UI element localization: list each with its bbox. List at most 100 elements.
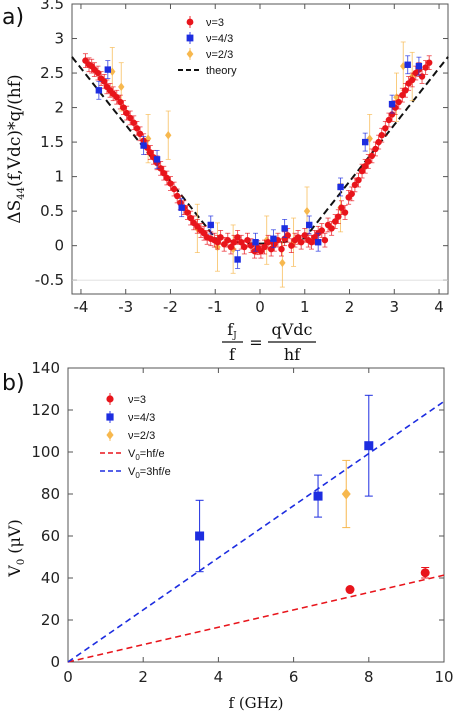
chart-b-point bbox=[195, 531, 205, 541]
chart-a-point bbox=[382, 125, 389, 132]
chart-a-point bbox=[284, 232, 291, 239]
chart-a-point bbox=[365, 158, 372, 165]
chart-a-point bbox=[194, 223, 201, 230]
chart-a-point bbox=[184, 209, 191, 216]
chart-a-point bbox=[306, 221, 313, 229]
chart-a-xtick: -2 bbox=[163, 298, 178, 316]
chart-a-point bbox=[348, 190, 355, 198]
chart-a-point bbox=[170, 185, 178, 193]
panel-label-a: a) bbox=[2, 5, 24, 30]
legend-b-label: ν=2/3 bbox=[128, 430, 155, 442]
chart-b-ytick: 140 bbox=[31, 359, 60, 377]
chart-a-xtick: 3 bbox=[390, 298, 400, 316]
chart-a-point bbox=[163, 174, 171, 182]
chart-b-xtick: 2 bbox=[138, 668, 148, 686]
legend-a-label: ν=4/3 bbox=[206, 33, 233, 45]
chart-a-point bbox=[220, 241, 228, 248]
legend-b-label: ν=4/3 bbox=[128, 412, 155, 424]
chart-a-point bbox=[207, 221, 214, 229]
chart-a-ytick: 0.5 bbox=[40, 202, 64, 220]
chart-a-point bbox=[270, 235, 277, 242]
chart-a-point bbox=[278, 245, 285, 253]
chart-b-ytick: 40 bbox=[41, 569, 60, 587]
chart-a-xtick: -3 bbox=[118, 298, 133, 316]
chart-b-point bbox=[364, 441, 374, 451]
panel-label-b: b) bbox=[2, 371, 25, 396]
chart-a-point bbox=[361, 163, 369, 170]
chart-a-point bbox=[117, 98, 124, 106]
chart-a-point bbox=[351, 181, 359, 189]
chart-a-xtick: 2 bbox=[345, 298, 355, 316]
chart-a-point bbox=[173, 192, 181, 200]
chart-a-point bbox=[238, 239, 245, 246]
chart-b-xtick: 10 bbox=[434, 668, 453, 686]
chart-a-point bbox=[375, 138, 382, 146]
chart-a-point bbox=[120, 104, 127, 111]
chart-a-point bbox=[415, 62, 423, 70]
chart-b-ytick: 100 bbox=[31, 443, 60, 461]
chart-a-point bbox=[422, 64, 429, 71]
chart-b-point bbox=[345, 585, 355, 595]
legend-a-label: ν=2/3 bbox=[206, 49, 233, 61]
chart-a-point bbox=[301, 232, 308, 239]
chart-a-point bbox=[311, 234, 318, 241]
chart-a-point bbox=[337, 183, 344, 191]
chart-a-point bbox=[264, 239, 272, 246]
chart-a-ytick: 3 bbox=[54, 30, 64, 48]
chart-a-point bbox=[395, 98, 402, 106]
legend-b-marker bbox=[106, 430, 114, 440]
line-3hf-e bbox=[67, 400, 445, 663]
chart-a-point bbox=[82, 57, 89, 64]
chart-a-point bbox=[355, 176, 362, 184]
chart-a-point bbox=[244, 236, 251, 244]
chart-a-point bbox=[130, 119, 137, 126]
chart-a-point bbox=[178, 204, 185, 211]
chart-a-point bbox=[123, 109, 130, 117]
chart-a-point bbox=[404, 61, 411, 68]
chart-a-point bbox=[147, 149, 154, 156]
chart-a-point bbox=[314, 239, 322, 246]
chart-a-point bbox=[303, 206, 311, 216]
chart-a-point bbox=[160, 169, 167, 177]
chart-a-point bbox=[257, 247, 265, 255]
chart-b-xtick: 8 bbox=[364, 668, 374, 686]
chart-a-point bbox=[234, 234, 241, 241]
line-hf-e bbox=[67, 574, 445, 663]
chart-a-point bbox=[408, 76, 416, 84]
chart-b-point bbox=[341, 488, 351, 500]
chart-a-point bbox=[126, 114, 134, 122]
chart-a-point bbox=[261, 243, 268, 251]
chart-a-xtick: 4 bbox=[434, 298, 444, 316]
chart-b-ytick: 80 bbox=[41, 485, 60, 503]
chart-a-ytick: 0 bbox=[54, 237, 64, 255]
chart-b-point bbox=[313, 491, 323, 501]
svg-text:=: = bbox=[249, 333, 262, 352]
chart-a-point bbox=[294, 234, 302, 241]
chart-a-xtick: 0 bbox=[255, 298, 265, 316]
chart-b-ytick: 120 bbox=[31, 401, 60, 419]
chart-a-point bbox=[399, 91, 406, 99]
chart-a-xtick: -1 bbox=[208, 298, 223, 316]
chart-a-point bbox=[140, 142, 147, 149]
theory-curve bbox=[71, 56, 449, 245]
chart-b-xlabel: f (GHz) bbox=[229, 694, 284, 712]
chart-b-ylabel: V0 (μV) bbox=[5, 519, 27, 577]
chart-a-point bbox=[281, 225, 288, 232]
chart-a-point bbox=[230, 239, 238, 246]
svg-text:hf: hf bbox=[284, 345, 301, 364]
chart-a-point bbox=[133, 125, 141, 132]
legend-b-label: V0=hf/e bbox=[128, 448, 165, 462]
chart-a-point bbox=[338, 204, 345, 211]
chart-a-point bbox=[118, 82, 125, 92]
legend-a-label: theory bbox=[206, 65, 237, 77]
chart-b-ytick: 0 bbox=[50, 653, 60, 671]
chart-a-point bbox=[234, 256, 241, 263]
svg-text:qVdc: qVdc bbox=[272, 320, 313, 339]
chart-a-point bbox=[321, 236, 329, 244]
chart-a-xtick: -4 bbox=[73, 298, 88, 316]
chart-a-point bbox=[187, 214, 194, 222]
chart-a-point bbox=[214, 239, 221, 246]
legend-a-marker bbox=[186, 18, 194, 26]
chart-a-point bbox=[252, 239, 259, 246]
